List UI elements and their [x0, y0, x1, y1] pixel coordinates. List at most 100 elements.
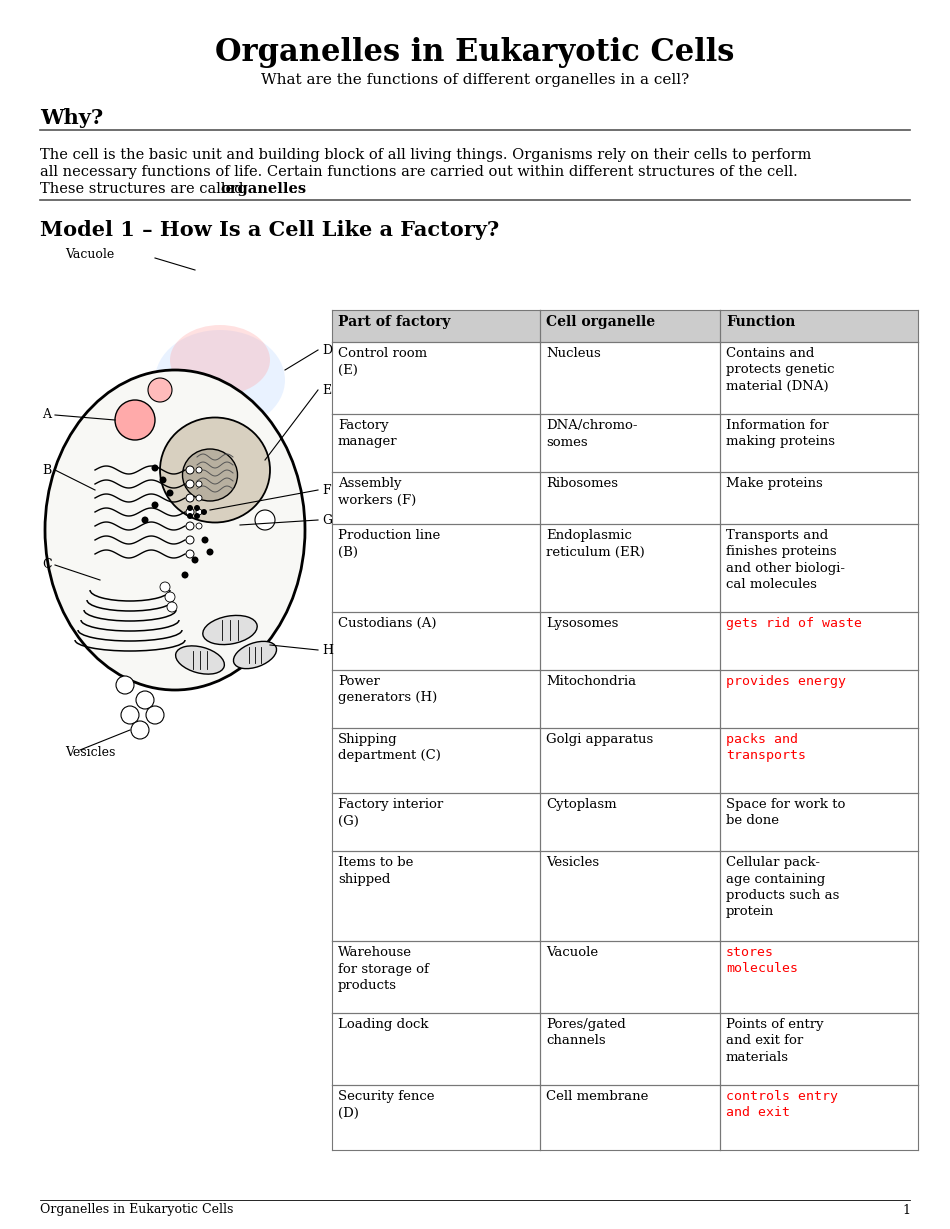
Circle shape: [151, 465, 159, 472]
Text: stores
molecules: stores molecules: [726, 946, 798, 976]
Ellipse shape: [160, 418, 270, 522]
Text: Make proteins: Make proteins: [726, 477, 823, 490]
Circle shape: [201, 537, 208, 543]
Text: Organelles in Eukaryotic Cells: Organelles in Eukaryotic Cells: [216, 37, 734, 68]
Circle shape: [196, 509, 202, 515]
Circle shape: [148, 379, 172, 402]
Circle shape: [151, 501, 159, 509]
Circle shape: [186, 536, 194, 544]
Circle shape: [255, 510, 275, 530]
Text: 1: 1: [902, 1203, 910, 1217]
Text: Why?: Why?: [40, 108, 104, 128]
Text: Nucleus: Nucleus: [546, 347, 600, 360]
Text: Vacuole: Vacuole: [65, 248, 114, 262]
Text: .: .: [293, 182, 297, 195]
Text: Factory
manager: Factory manager: [338, 419, 398, 449]
Circle shape: [186, 522, 194, 530]
Text: gets rid of waste: gets rid of waste: [726, 617, 862, 630]
Bar: [332, 310, 918, 342]
Text: C: C: [42, 558, 51, 571]
Text: Part of factory: Part of factory: [338, 315, 450, 329]
Ellipse shape: [176, 646, 224, 675]
Text: Security fence
(D): Security fence (D): [338, 1090, 434, 1120]
Text: all necessary functions of life. Certain functions are carried out within differ: all necessary functions of life. Certain…: [40, 165, 798, 179]
Circle shape: [136, 691, 154, 709]
Circle shape: [194, 505, 200, 511]
Text: Transports and
finishes proteins
and other biologi-
cal molecules: Transports and finishes proteins and oth…: [726, 528, 845, 591]
Text: Pores/gated
channels: Pores/gated channels: [546, 1018, 626, 1047]
Circle shape: [206, 548, 214, 556]
Circle shape: [116, 676, 134, 694]
Text: Custodians (A): Custodians (A): [338, 617, 436, 630]
Circle shape: [131, 721, 149, 739]
Circle shape: [192, 557, 199, 564]
Text: Cell organelle: Cell organelle: [546, 315, 656, 329]
Text: Model 1 – How Is a Cell Like a Factory?: Model 1 – How Is a Cell Like a Factory?: [40, 220, 500, 240]
Text: Vacuole: Vacuole: [546, 946, 598, 959]
Circle shape: [160, 477, 166, 483]
Ellipse shape: [55, 455, 145, 525]
Text: controls entry
and exit: controls entry and exit: [726, 1090, 838, 1120]
Text: Assembly
workers (F): Assembly workers (F): [338, 477, 416, 506]
Text: Points of entry
and exit for
materials: Points of entry and exit for materials: [726, 1018, 824, 1064]
Text: Items to be
shipped: Items to be shipped: [338, 857, 413, 886]
Text: Cell membrane: Cell membrane: [546, 1090, 648, 1102]
Text: Cytoplasm: Cytoplasm: [546, 798, 617, 811]
Text: G: G: [322, 514, 332, 526]
Circle shape: [186, 481, 194, 488]
Text: Organelles in Eukaryotic Cells: Organelles in Eukaryotic Cells: [40, 1203, 234, 1217]
Ellipse shape: [160, 485, 280, 575]
Text: Function: Function: [726, 315, 795, 329]
Text: Control room
(E): Control room (E): [338, 347, 428, 376]
Circle shape: [167, 602, 177, 612]
Circle shape: [186, 494, 194, 501]
Circle shape: [196, 524, 202, 528]
Ellipse shape: [202, 616, 257, 644]
Text: Ribosomes: Ribosomes: [546, 477, 618, 490]
Ellipse shape: [234, 642, 276, 669]
Ellipse shape: [45, 370, 305, 689]
Circle shape: [186, 551, 194, 558]
Text: Warehouse
for storage of
products: Warehouse for storage of products: [338, 946, 428, 992]
Circle shape: [201, 509, 207, 515]
Circle shape: [187, 505, 193, 511]
Text: Production line
(B): Production line (B): [338, 528, 440, 558]
Circle shape: [165, 592, 175, 602]
Text: Vesicles: Vesicles: [65, 746, 115, 758]
Text: E: E: [322, 383, 332, 397]
Text: organelles: organelles: [220, 182, 306, 195]
Text: Endoplasmic
reticulum (ER): Endoplasmic reticulum (ER): [546, 528, 645, 558]
Text: Power
generators (H): Power generators (H): [338, 675, 437, 704]
Text: packs and
transports: packs and transports: [726, 732, 806, 762]
Text: H: H: [322, 644, 333, 656]
Text: provides energy: provides energy: [726, 675, 846, 688]
Text: D: D: [322, 343, 332, 356]
Circle shape: [166, 489, 174, 497]
Circle shape: [196, 481, 202, 487]
Circle shape: [196, 467, 202, 473]
Text: Loading dock: Loading dock: [338, 1018, 428, 1031]
Circle shape: [196, 495, 202, 501]
Circle shape: [115, 399, 155, 440]
Text: Factory interior
(G): Factory interior (G): [338, 798, 444, 827]
Circle shape: [187, 512, 193, 519]
Text: Information for
making proteins: Information for making proteins: [726, 419, 835, 449]
Ellipse shape: [155, 331, 285, 430]
Text: The cell is the basic unit and building block of all living things. Organisms re: The cell is the basic unit and building …: [40, 147, 811, 162]
Circle shape: [142, 516, 148, 524]
Text: Golgi apparatus: Golgi apparatus: [546, 732, 654, 746]
Circle shape: [194, 512, 200, 519]
Text: Cellular pack-
age containing
products such as
protein: Cellular pack- age containing products s…: [726, 857, 840, 918]
Ellipse shape: [182, 449, 238, 501]
Text: Space for work to
be done: Space for work to be done: [726, 798, 846, 827]
Circle shape: [186, 508, 194, 516]
Text: These structures are called: These structures are called: [40, 182, 248, 195]
Text: Mitochondria: Mitochondria: [546, 675, 637, 688]
Circle shape: [121, 705, 139, 724]
Circle shape: [146, 705, 164, 724]
Text: B: B: [42, 463, 51, 477]
Text: Vesicles: Vesicles: [546, 857, 599, 869]
Text: A: A: [42, 408, 51, 422]
Text: F: F: [322, 483, 331, 497]
Text: Shipping
department (C): Shipping department (C): [338, 732, 441, 762]
